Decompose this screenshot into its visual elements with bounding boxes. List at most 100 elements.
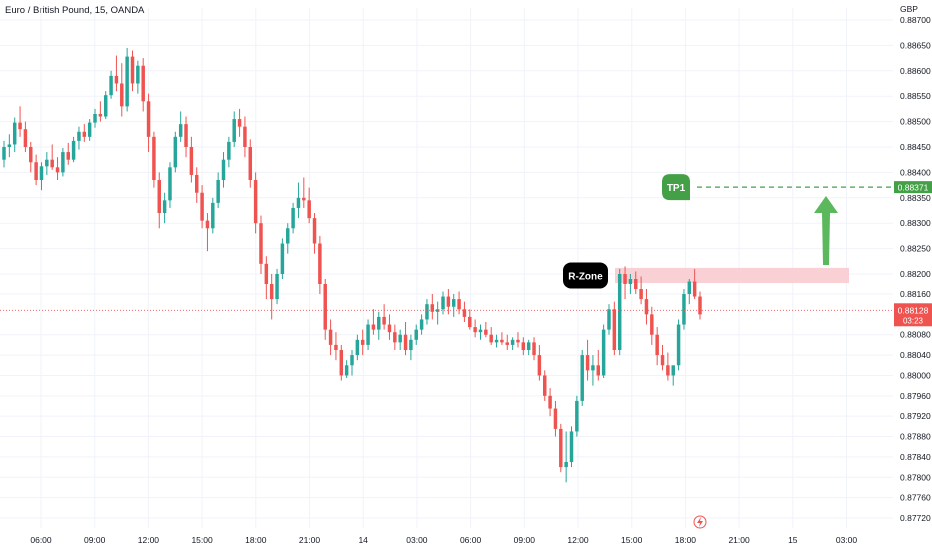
candle-body: [216, 180, 220, 203]
candle-body: [152, 136, 156, 181]
time-tick-label: 21:00: [728, 535, 750, 545]
r-zone-label-bg[interactable]: [563, 262, 608, 289]
candle-body: [698, 296, 702, 315]
time-tick-label: 18:00: [675, 535, 697, 545]
candle-body: [232, 119, 236, 142]
candle-body: [516, 339, 520, 343]
candle-body: [259, 223, 263, 264]
candle-body: [387, 324, 392, 333]
candle-body: [71, 140, 76, 160]
price-tick-label: 0.88450: [900, 142, 931, 152]
candle-body: [377, 316, 381, 330]
candle-body: [39, 166, 44, 181]
time-tick-label: 09:00: [514, 535, 536, 545]
candle-body: [141, 65, 145, 102]
resistance-zone-box[interactable]: [615, 267, 849, 283]
bar-countdown: 03:23: [903, 316, 924, 325]
candle-body: [692, 281, 697, 297]
candle-body: [564, 462, 568, 468]
candle-body: [419, 319, 424, 330]
candle-body: [194, 174, 199, 193]
candle-body: [553, 408, 558, 429]
candle-body: [510, 339, 515, 345]
candle-body: [617, 274, 622, 350]
candle-body: [243, 126, 247, 147]
candle-body: [682, 294, 686, 325]
candle-body: [50, 159, 54, 168]
price-tick-label: 0.88700: [900, 15, 931, 25]
time-tick-label: 12:00: [138, 535, 160, 545]
candle-body: [612, 309, 617, 350]
candle-body: [585, 355, 590, 371]
candle-body: [393, 332, 397, 343]
candle-body: [650, 314, 654, 335]
candle-body: [655, 334, 659, 356]
candle-body: [494, 339, 499, 343]
candle-body: [227, 141, 231, 160]
price-axis[interactable]: GBP 0.88700 0.88650 0.88600 0.88550 0.88500 0…: [894, 4, 932, 523]
candle-body: [45, 159, 49, 167]
candle-body: [2, 147, 6, 160]
candle-body: [23, 129, 28, 147]
price-tick-label: 0.87840: [900, 452, 931, 462]
chart-title: Euro / British Pound, 15, OANDA: [5, 5, 145, 16]
price-tick-label: 0.88550: [900, 91, 931, 101]
candle-body: [462, 309, 467, 317]
candle-body: [591, 365, 595, 371]
price-tick-label: 0.87960: [900, 391, 931, 401]
event-icon[interactable]: [693, 515, 707, 529]
candle-body: [93, 113, 97, 123]
candle-body: [601, 329, 606, 376]
candle-body: [221, 159, 226, 181]
candle-body: [505, 342, 510, 345]
time-tick-label: 15:00: [621, 535, 643, 545]
candle-body: [382, 316, 386, 325]
candle-body: [532, 342, 536, 356]
candle-body: [398, 334, 402, 343]
candle-body: [130, 56, 135, 84]
candle-body: [468, 316, 472, 328]
candle-body: [634, 279, 638, 289]
candle-body: [296, 197, 301, 208]
time-axis[interactable]: 06:00 09:00 12:00 15:00 18:00 21:00 14 03:00 06:…: [30, 535, 857, 545]
candle-body: [66, 152, 70, 160]
candle-body: [323, 284, 327, 330]
candle-body: [478, 329, 483, 333]
candle-body: [109, 75, 113, 96]
price-tick-label: 0.88200: [900, 269, 931, 279]
candle-body: [660, 355, 665, 366]
price-tick-label: 0.88350: [900, 193, 931, 203]
candle-body: [430, 304, 435, 312]
candle-body: [146, 101, 151, 137]
candle-body: [350, 355, 354, 366]
price-tick-label: 0.88250: [900, 244, 931, 254]
candle-body: [521, 342, 526, 350]
candle-body: [237, 119, 242, 127]
candle-body: [173, 136, 178, 168]
candle-body: [178, 124, 183, 137]
candle-body: [371, 324, 376, 330]
price-tick-label: 0.88000: [900, 370, 931, 380]
price-tick-label: 0.88080: [900, 330, 931, 340]
candle-body: [366, 324, 370, 345]
price-tick-label: 0.88600: [900, 66, 931, 76]
candle-body: [414, 329, 418, 340]
price-tick-label: 0.88300: [900, 218, 931, 228]
candle-body: [435, 309, 440, 312]
candle-body: [55, 167, 60, 173]
candle-body: [687, 281, 692, 294]
price-tick-label: 0.88400: [900, 167, 931, 177]
candle-body: [29, 147, 33, 163]
price-tick-label: 0.88040: [900, 350, 931, 360]
time-tick-label: 15: [788, 535, 798, 545]
tp1-price-label: 0.88371: [898, 183, 929, 193]
price-tick-label: 0.87760: [900, 493, 931, 503]
time-tick-label: 14: [358, 535, 368, 545]
price-tick-label: 0.88500: [900, 117, 931, 127]
candle-body: [34, 162, 38, 181]
candle-body: [623, 274, 627, 284]
tp1-label-bg[interactable]: [662, 174, 690, 201]
candle-body: [676, 324, 681, 366]
candle-body: [671, 365, 675, 376]
